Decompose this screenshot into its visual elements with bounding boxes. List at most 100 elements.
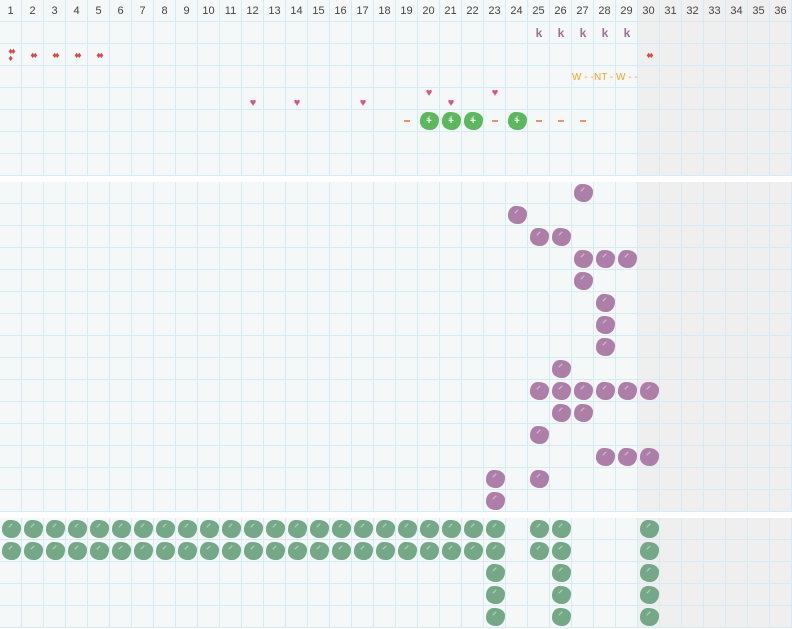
green-blob[interactable] [638, 562, 660, 584]
grid-cell[interactable] [88, 182, 110, 204]
grid-cell[interactable] [132, 66, 154, 88]
heart-icon[interactable]: ♥ [447, 97, 455, 109]
grid-cell[interactable] [748, 402, 770, 424]
grid-cell[interactable] [660, 606, 682, 628]
grid-cell[interactable] [110, 446, 132, 468]
grid-cell[interactable] [484, 226, 506, 248]
grid-cell[interactable] [132, 606, 154, 628]
grid-cell[interactable] [594, 540, 616, 562]
day-header[interactable]: 8 [154, 0, 176, 22]
purple-blob[interactable] [550, 358, 572, 380]
grid-cell[interactable] [352, 66, 374, 88]
grid-cell[interactable] [396, 154, 418, 176]
green-blob[interactable] [484, 562, 506, 584]
blood-drop-icon[interactable]: ♦♦ [74, 49, 81, 60]
grid-cell[interactable] [616, 110, 638, 132]
grid-cell[interactable] [550, 468, 572, 490]
grid-cell[interactable] [682, 490, 704, 512]
grid-cell[interactable] [748, 154, 770, 176]
grid-cell[interactable] [440, 204, 462, 226]
grid-cell[interactable] [352, 248, 374, 270]
day-header[interactable]: 15 [308, 0, 330, 22]
grid-cell[interactable] [220, 584, 242, 606]
grid-cell[interactable] [462, 446, 484, 468]
grid-cell[interactable] [396, 468, 418, 490]
grid-cell[interactable] [660, 584, 682, 606]
grid-cell[interactable] [330, 358, 352, 380]
purple-blob[interactable] [484, 490, 506, 512]
day-header[interactable]: 12 [242, 0, 264, 22]
grid-cell[interactable] [440, 44, 462, 66]
grid-cell[interactable] [528, 204, 550, 226]
grid-cell[interactable] [176, 446, 198, 468]
grid-cell[interactable] [264, 154, 286, 176]
grid-cell[interactable] [242, 562, 264, 584]
grid-cell[interactable] [374, 44, 396, 66]
grid-cell[interactable] [616, 132, 638, 154]
grid-cell[interactable] [770, 380, 792, 402]
grid-cell[interactable] [396, 424, 418, 446]
note-text[interactable]: W - - [572, 71, 594, 83]
grid-cell[interactable] [396, 132, 418, 154]
grid-cell[interactable] [396, 270, 418, 292]
grid-cell[interactable] [286, 468, 308, 490]
day-header[interactable]: 31 [660, 0, 682, 22]
grid-cell[interactable] [396, 606, 418, 628]
grid-cell[interactable] [308, 44, 330, 66]
grid-cell[interactable] [726, 584, 748, 606]
grid-cell[interactable] [748, 336, 770, 358]
grid-cell[interactable] [242, 314, 264, 336]
grid-cell[interactable] [198, 110, 220, 132]
grid-cell[interactable] [484, 446, 506, 468]
grid-cell[interactable] [660, 490, 682, 512]
grid-cell[interactable] [528, 446, 550, 468]
grid-cell[interactable] [616, 584, 638, 606]
grid-cell[interactable] [704, 468, 726, 490]
grid-cell[interactable] [88, 226, 110, 248]
grid-cell[interactable] [462, 336, 484, 358]
grid-cell[interactable] [242, 358, 264, 380]
grid-cell[interactable] [22, 606, 44, 628]
grid-cell[interactable] [594, 468, 616, 490]
grid-cell[interactable] [748, 110, 770, 132]
grid-cell[interactable] [352, 182, 374, 204]
grid-cell[interactable] [198, 182, 220, 204]
grid-cell[interactable] [352, 292, 374, 314]
day-header[interactable]: 33 [704, 0, 726, 22]
grid-cell[interactable] [110, 584, 132, 606]
grid-cell[interactable] [308, 154, 330, 176]
grid-cell[interactable] [726, 248, 748, 270]
grid-cell[interactable] [242, 424, 264, 446]
grid-cell[interactable] [352, 44, 374, 66]
grid-cell[interactable] [88, 446, 110, 468]
grid-cell[interactable] [22, 248, 44, 270]
grid-cell[interactable] [330, 490, 352, 512]
grid-cell[interactable] [44, 380, 66, 402]
grid-cell[interactable] [704, 22, 726, 44]
grid-cell[interactable] [154, 154, 176, 176]
grid-cell[interactable] [0, 314, 22, 336]
grid-cell[interactable] [220, 270, 242, 292]
grid-cell[interactable] [660, 248, 682, 270]
grid-cell[interactable] [594, 606, 616, 628]
grid-cell[interactable] [352, 446, 374, 468]
grid-cell[interactable] [704, 66, 726, 88]
grid-cell[interactable] [594, 226, 616, 248]
grid-cell[interactable] [66, 380, 88, 402]
grid-cell[interactable] [44, 248, 66, 270]
day-header[interactable]: 6 [110, 0, 132, 22]
grid-cell[interactable] [242, 606, 264, 628]
grid-cell[interactable] [286, 358, 308, 380]
grid-cell[interactable] [132, 424, 154, 446]
green-blob[interactable] [396, 518, 418, 540]
grid-cell[interactable] [330, 446, 352, 468]
grid-cell[interactable] [572, 606, 594, 628]
grid-cell[interactable] [374, 402, 396, 424]
grid-cell[interactable] [66, 270, 88, 292]
k-mark[interactable]: k [601, 26, 609, 40]
grid-cell[interactable] [220, 606, 242, 628]
grid-cell[interactable] [770, 44, 792, 66]
grid-cell[interactable] [176, 336, 198, 358]
grid-cell[interactable] [374, 270, 396, 292]
grid-cell[interactable] [528, 562, 550, 584]
